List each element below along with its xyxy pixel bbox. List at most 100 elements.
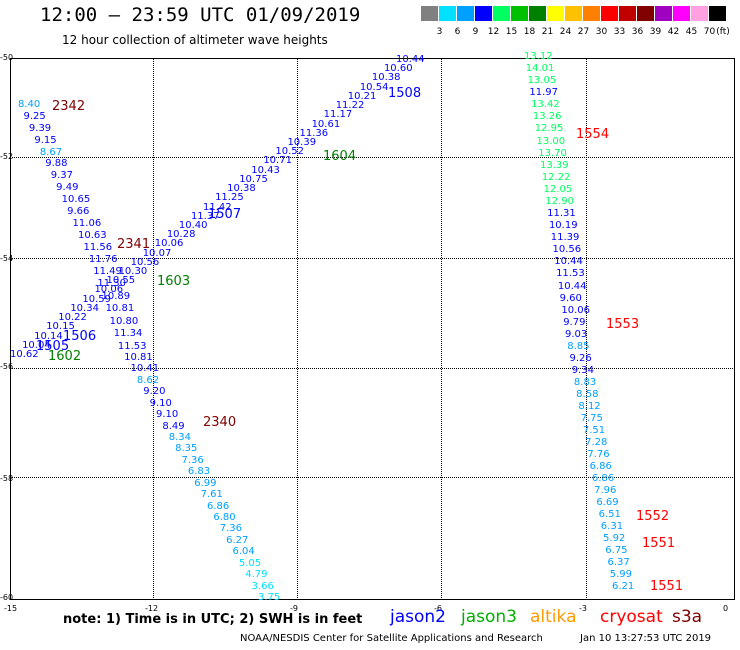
wave-height-value: 10.81: [124, 351, 153, 363]
wave-height-value: 12.95: [534, 123, 564, 135]
wave-height-value: 6.80: [213, 511, 236, 523]
scale-swatch: [421, 6, 438, 21]
scale-label: 6: [454, 27, 461, 37]
wave-height-value: 3.75: [258, 592, 281, 603]
footnote: note: 1) Time is in UTC; 2) SWH is in fe…: [63, 612, 363, 627]
wave-height-value: 11.36: [299, 127, 329, 139]
wave-height-value: 5.99: [609, 568, 633, 580]
wave-height-value: 10.34: [70, 302, 99, 314]
scale-label: 21: [541, 27, 554, 37]
pass-time-label: 1508: [388, 86, 422, 101]
wave-height-value: 10.14: [34, 330, 63, 342]
wave-height-value: 11.97: [529, 87, 558, 99]
wave-height-value: 11.76: [88, 253, 118, 265]
wave-height-value: 11.17: [323, 109, 353, 121]
scale-swatch: [619, 6, 636, 21]
wave-height-value: 8.58: [576, 388, 599, 400]
pass-time-label: 1603: [157, 274, 191, 289]
wave-height-value: 10.44: [554, 256, 583, 268]
wave-height-value: 10.15: [46, 321, 75, 333]
wave-height-value: 10.56: [552, 244, 582, 256]
wave-height-value: 10.21: [347, 90, 377, 102]
scale-label: 12: [487, 27, 500, 37]
wave-height-value: 13.26: [532, 111, 562, 123]
wave-height-value: 9.34: [571, 364, 594, 376]
wave-height-value: 8.35: [175, 443, 198, 455]
pass-time-label: 1505: [36, 339, 70, 354]
wave-height-value: 11.42: [203, 201, 232, 213]
wave-height-value: 10.04: [22, 339, 51, 351]
scale-swatch: [493, 6, 510, 21]
wave-height-value: 10.38: [371, 72, 401, 84]
wave-height-value: 10.59: [82, 293, 112, 305]
wave-height-value: 8.83: [573, 376, 597, 388]
wave-height-value: 6.27: [226, 534, 249, 546]
wave-height-value: 10.81: [105, 303, 135, 315]
wave-height-value: 13.39: [540, 159, 569, 171]
wave-height-value: 11.22: [335, 100, 365, 112]
wave-height-value: 10.22: [58, 312, 87, 324]
scale-swatch: [565, 6, 582, 21]
wave-height-value: 9.37: [50, 170, 73, 182]
scale-unit: (ft): [716, 27, 730, 37]
meridian-line: [153, 58, 154, 600]
latitude-tick: -58: [0, 474, 14, 483]
pass-time-label: 1551: [650, 579, 684, 594]
wave-height-value: 12.90: [545, 195, 575, 207]
wave-height-value: 11.49: [93, 265, 122, 277]
wave-height-value: 12.05: [543, 183, 573, 195]
wave-height-value: 9.10: [149, 397, 172, 409]
scale-label: 39: [649, 27, 662, 37]
scale-label: 3: [436, 27, 443, 37]
longitude-tick: -6: [434, 604, 442, 613]
map-plot-area: [10, 58, 735, 600]
timestamp: Jan 10 13:27:53 UTC 2019: [580, 633, 712, 644]
wave-height-value: 11.34: [113, 328, 143, 340]
wave-height-value: 6.37: [607, 556, 630, 568]
wave-height-value: 9.66: [67, 206, 90, 218]
scale-label: 30: [595, 27, 608, 37]
wave-height-value: 6.69: [596, 496, 619, 508]
wave-height-value: 11.56: [83, 241, 113, 253]
longitude-tick: -3: [579, 604, 587, 613]
scale-swatch: [529, 6, 546, 21]
wave-height-value: 7.75: [580, 412, 603, 424]
scale-label: 45: [685, 27, 698, 37]
wave-height-value: 9.49: [56, 182, 79, 194]
legend-jason2: jason2: [390, 607, 446, 627]
wave-height-value: 11.06: [72, 217, 102, 229]
wave-height-value: 7.76: [587, 448, 610, 460]
wave-height-value: 10.38: [227, 183, 256, 195]
scale-swatch: [439, 6, 456, 21]
credit-line: NOAA/NESDIS Center for Satellite Applica…: [240, 633, 711, 644]
wave-height-value: 10.65: [61, 194, 91, 206]
legend-jason3: jason3: [461, 607, 517, 627]
scale-swatch: [691, 6, 708, 21]
wave-height-value: 14.01: [525, 63, 555, 75]
scale-label: 27: [577, 27, 590, 37]
wave-height-value: 8.40: [18, 99, 41, 110]
wave-height-value: 7.51: [582, 424, 606, 436]
wave-height-value: 10.44: [396, 54, 425, 65]
scale-swatch: [655, 6, 672, 21]
wave-height-value: 9.25: [23, 110, 46, 122]
scale-swatch: [547, 6, 564, 21]
wave-height-value: 9.10: [156, 409, 179, 421]
wave-height-value: 10.30: [118, 266, 148, 278]
wave-height-value: 8.34: [168, 431, 192, 443]
wave-height-value: 10.52: [275, 146, 305, 158]
wave-height-value: 6.51: [598, 508, 621, 520]
wave-height-value: 6.86: [591, 472, 615, 484]
wave-height-value: 11.39: [550, 232, 580, 244]
pass-time-label: 1552: [636, 509, 670, 524]
wave-height-value: 10.06: [561, 304, 591, 316]
wave-height-value: 6.99: [194, 477, 217, 489]
wave-height-value: 10.89: [101, 290, 131, 302]
wave-height-value: 11.37: [190, 210, 220, 222]
wave-height-value: 10.60: [383, 63, 413, 75]
wave-height-value: 13.05: [527, 75, 557, 87]
credit-text: NOAA/NESDIS Center for Satellite Applica…: [240, 633, 543, 644]
wave-height-value: 11.25: [215, 192, 244, 204]
pass-time-label: 1507: [208, 207, 242, 222]
wave-height-value: 11.53: [556, 268, 585, 280]
